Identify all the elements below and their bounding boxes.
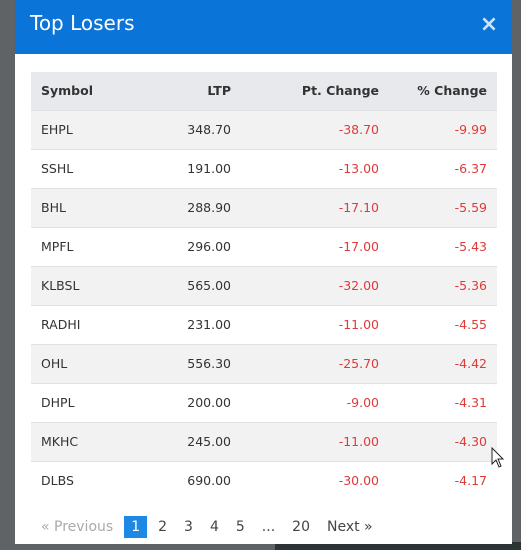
cell-pt-change: -17.00	[338, 239, 379, 254]
cell-ltp: 200.00	[187, 395, 231, 410]
table-row: BHL 288.90 -17.10 -5.59	[31, 188, 497, 227]
cell-ltp: 288.90	[187, 200, 231, 215]
cell-pt-change: -17.10	[338, 200, 379, 215]
cell-symbol: BHL	[41, 200, 66, 215]
cell-symbol: OHL	[41, 356, 68, 371]
table-row: EHPL 348.70 -38.70 -9.99	[31, 110, 497, 149]
cell-symbol: DLBS	[41, 473, 74, 489]
page-button-5[interactable]: 5	[235, 519, 245, 535]
table-row: DLBS 690.00 -30.00 -4.17	[31, 461, 497, 500]
cell-pt-change: -11.00	[338, 317, 379, 332]
cell-symbol: RADHI	[41, 317, 81, 332]
cell-ltp: 231.00	[187, 317, 231, 332]
column-header-pt-change: Pt. Change	[301, 83, 379, 99]
cell-pt-change: -11.00	[338, 434, 379, 449]
page-button-20[interactable]: 20	[292, 519, 310, 535]
cell-ltp: 565.00	[187, 278, 231, 293]
top-losers-modal: Top Losers × Symbol LTP Pt. Change % Cha…	[15, 0, 512, 544]
close-icon[interactable]: ×	[479, 12, 499, 37]
cell-pct-change: -4.31	[454, 395, 487, 410]
cell-pct-change: -4.30	[454, 434, 487, 449]
table-row: MPFL 296.00 -17.00 -5.43	[31, 227, 497, 266]
cell-symbol: MKHC	[41, 434, 79, 449]
table-row: KLBSL 565.00 -32.00 -5.36	[31, 266, 497, 305]
cell-pct-change: -4.17	[454, 473, 487, 489]
cell-symbol: EHPL	[41, 122, 73, 137]
cell-symbol: DHPL	[41, 395, 75, 410]
cell-pt-change: -30.00	[338, 473, 379, 489]
cell-pt-change: -38.70	[338, 122, 379, 137]
cell-ltp: 556.30	[187, 356, 231, 371]
table-row: SSHL 191.00 -13.00 -6.37	[31, 149, 497, 188]
taskbar-strip	[275, 542, 521, 550]
previous-page-button[interactable]: « Previous	[41, 519, 114, 535]
table-row: DHPL 200.00 -9.00 -4.31	[31, 383, 497, 422]
cell-ltp: 245.00	[187, 434, 231, 449]
cell-pt-change: -13.00	[338, 161, 379, 176]
cell-pct-change: -5.43	[454, 239, 487, 254]
table-row: OHL 556.30 -25.70 -4.42	[31, 344, 497, 383]
table-header-row: Symbol LTP Pt. Change % Change	[31, 72, 497, 110]
page-button-2[interactable]: 2	[158, 519, 168, 535]
cell-ltp: 690.00	[187, 473, 231, 489]
cell-symbol: SSHL	[41, 161, 74, 176]
cell-symbol: MPFL	[41, 239, 74, 254]
cell-pct-change: -6.37	[454, 161, 487, 176]
cell-ltp: 348.70	[187, 122, 231, 137]
column-header-ltp: LTP	[207, 83, 231, 99]
top-losers-table: Symbol LTP Pt. Change % Change EHPL 348.…	[31, 72, 497, 500]
modal-title: Top Losers	[30, 11, 135, 35]
column-header-symbol: Symbol	[41, 83, 93, 99]
cell-ltp: 191.00	[187, 161, 231, 176]
cell-pct-change: -5.59	[454, 200, 487, 215]
pagination: « Previous 1 2 3 4 5 ... 20 Next »	[35, 516, 384, 538]
cell-symbol: KLBSL	[41, 278, 80, 293]
table-row: MKHC 245.00 -11.00 -4.30	[31, 422, 497, 461]
cell-pct-change: -4.55	[454, 317, 487, 332]
cell-pct-change: -4.42	[454, 356, 487, 371]
modal-header: Top Losers ×	[15, 0, 512, 54]
cell-pt-change: -25.70	[338, 356, 379, 371]
mouse-pointer-icon	[491, 447, 505, 468]
cell-pct-change: -5.36	[454, 278, 487, 293]
next-page-button[interactable]: Next »	[326, 519, 373, 535]
cell-pt-change: -9.00	[346, 395, 379, 410]
page-ellipsis: ...	[261, 519, 276, 535]
page-button-1[interactable]: 1	[124, 516, 148, 538]
cell-pt-change: -32.00	[338, 278, 379, 293]
page-button-4[interactable]: 4	[209, 519, 219, 535]
table-row: RADHI 231.00 -11.00 -4.55	[31, 305, 497, 344]
column-header-pct-change: % Change	[417, 83, 487, 99]
cell-pct-change: -9.99	[454, 122, 487, 137]
cell-ltp: 296.00	[187, 239, 231, 254]
page-button-3[interactable]: 3	[184, 519, 193, 535]
